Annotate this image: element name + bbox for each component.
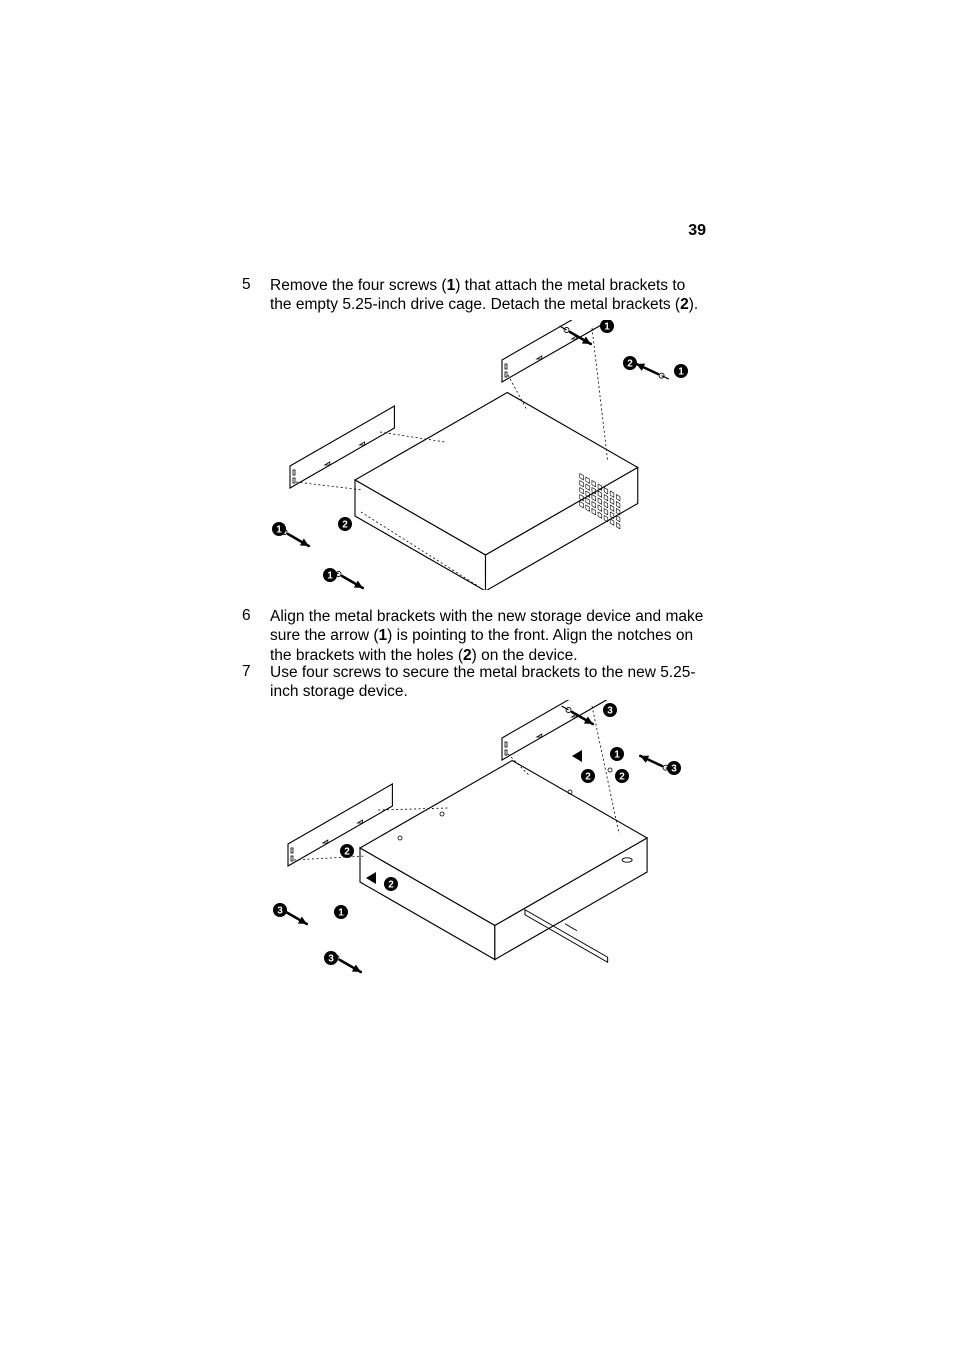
svg-text:3: 3	[328, 954, 334, 965]
step-text: Remove the four screws (1) that attach t…	[270, 276, 706, 315]
step-text: Use four screws to secure the metal brac…	[270, 663, 706, 702]
step-5: 5 Remove the four screws (1) that attach …	[242, 276, 706, 315]
svg-text:3: 3	[277, 906, 283, 917]
svg-text:2: 2	[619, 772, 625, 783]
svg-text:2: 2	[585, 772, 591, 783]
svg-text:1: 1	[614, 750, 620, 761]
step-6: 6 Align the metal brackets with the new s…	[242, 607, 706, 665]
step-number: 5	[242, 276, 256, 294]
step-text: Align the metal brackets with the new st…	[270, 607, 706, 665]
figure-remove-brackets: 1 2 1 1 2 1	[270, 320, 690, 590]
svg-text:3: 3	[607, 706, 613, 717]
step-number: 7	[242, 663, 256, 681]
page-number: 39	[688, 222, 706, 240]
svg-text:2: 2	[344, 847, 350, 858]
svg-text:1: 1	[678, 367, 684, 378]
svg-text:1: 1	[327, 571, 333, 582]
svg-text:3: 3	[671, 764, 677, 775]
svg-text:1: 1	[338, 908, 344, 919]
step-7: 7 Use four screws to secure the metal bra…	[242, 663, 706, 702]
svg-text:2: 2	[388, 880, 394, 891]
svg-text:1: 1	[604, 322, 610, 333]
figure-attach-brackets: 3 1 2 2 3 2 2 3 1 3	[270, 700, 690, 985]
svg-text:1: 1	[276, 525, 282, 536]
page: 39 5 Remove the four screws (1) that atta…	[0, 0, 954, 1350]
svg-text:2: 2	[342, 520, 348, 531]
svg-text:2: 2	[627, 359, 633, 370]
step-number: 6	[242, 607, 256, 625]
